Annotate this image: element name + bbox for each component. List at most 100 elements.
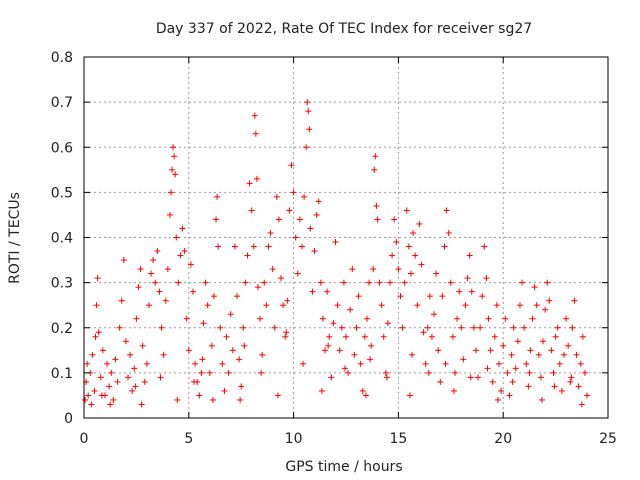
data-point — [175, 279, 182, 286]
data-point — [298, 243, 305, 250]
data-point — [164, 266, 171, 273]
data-point — [278, 275, 285, 282]
data-point — [551, 383, 558, 390]
data-point — [510, 324, 517, 331]
data-point — [290, 189, 297, 196]
data-point — [275, 216, 282, 223]
data-point — [458, 324, 465, 331]
data-point — [154, 248, 161, 255]
data-point — [565, 342, 572, 349]
data-point — [135, 284, 142, 291]
data-point — [160, 351, 167, 358]
data-point — [506, 392, 513, 399]
data-point — [397, 293, 404, 300]
data-point — [85, 392, 92, 399]
data-point — [214, 193, 221, 200]
data-point — [141, 378, 148, 385]
data-point — [241, 342, 248, 349]
data-point — [554, 324, 561, 331]
data-point — [259, 351, 266, 358]
data-point — [236, 356, 243, 363]
data-point — [92, 333, 99, 340]
y-axis-label: ROTI / TECUs — [7, 192, 23, 284]
data-point — [422, 360, 429, 367]
data-point — [139, 342, 146, 349]
data-point — [407, 270, 414, 277]
data-point — [382, 369, 389, 376]
data-point — [208, 342, 215, 349]
data-point — [546, 297, 553, 304]
data-point — [311, 248, 318, 255]
data-point — [229, 347, 236, 354]
data-point — [294, 270, 301, 277]
data-point — [173, 234, 180, 241]
data-point — [401, 279, 408, 286]
data-point — [206, 369, 213, 376]
data-point — [472, 347, 479, 354]
data-point — [143, 360, 150, 367]
data-point — [269, 266, 276, 273]
data-point — [451, 369, 458, 376]
data-point — [575, 383, 582, 390]
data-point — [387, 279, 394, 286]
data-point — [384, 320, 391, 327]
data-point — [477, 324, 484, 331]
data-point — [435, 347, 442, 354]
data-point — [104, 360, 111, 367]
data-point — [460, 356, 467, 363]
y-axis-tick-labels: 0 0.1 0.2 0.3 0.4 0.5 0.6 0.7 0.8 — [51, 50, 73, 427]
data-point — [223, 333, 230, 340]
data-point — [584, 392, 591, 399]
data-point — [273, 193, 280, 200]
data-point — [120, 257, 127, 264]
data-point — [172, 171, 179, 178]
data-point — [405, 243, 412, 250]
data-point — [108, 369, 115, 376]
data-point — [192, 360, 199, 367]
data-point — [383, 374, 390, 381]
data-point — [378, 302, 385, 309]
data-point — [380, 333, 387, 340]
data-point — [157, 374, 164, 381]
data-point — [353, 324, 360, 331]
data-point — [237, 396, 244, 403]
data-point — [240, 324, 247, 331]
data-point — [437, 378, 444, 385]
data-point — [309, 288, 316, 295]
data-point — [231, 243, 238, 250]
data-point — [156, 288, 163, 295]
data-point — [569, 324, 576, 331]
data-point — [338, 324, 345, 331]
y-tick-label: 0.7 — [51, 95, 73, 111]
data-point — [95, 329, 102, 336]
data-point — [355, 293, 362, 300]
data-point — [467, 374, 474, 381]
data-point — [563, 315, 570, 322]
data-point — [332, 239, 339, 246]
data-point — [171, 153, 178, 160]
x-tick-label: 25 — [599, 431, 617, 447]
data-point — [442, 360, 449, 367]
data-point — [470, 324, 477, 331]
data-point — [439, 293, 446, 300]
data-point — [196, 392, 203, 399]
data-point — [361, 333, 368, 340]
data-point — [487, 347, 494, 354]
data-point — [491, 333, 498, 340]
data-point — [509, 378, 516, 385]
data-point — [464, 275, 471, 282]
data-point — [288, 162, 295, 169]
data-point — [558, 387, 565, 394]
data-point — [322, 347, 329, 354]
x-axis-label: GPS time / hours — [285, 459, 402, 475]
data-point — [257, 315, 264, 322]
data-point — [521, 324, 528, 331]
data-point — [567, 378, 574, 385]
data-point — [98, 392, 105, 399]
data-point — [217, 324, 224, 331]
data-point — [106, 383, 113, 390]
data-point — [525, 383, 532, 390]
data-point — [242, 279, 249, 286]
data-point — [296, 216, 303, 223]
